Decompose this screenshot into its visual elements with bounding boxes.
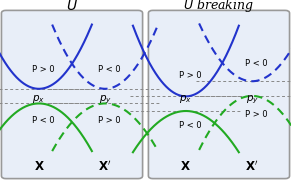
Text: $U$ breaking: $U$ breaking (183, 0, 255, 14)
Text: P < 0: P < 0 (32, 116, 54, 125)
Text: P < 0: P < 0 (179, 121, 201, 130)
Text: P < 0: P < 0 (245, 59, 267, 68)
Text: P > 0: P > 0 (179, 71, 201, 80)
Text: $\mathbf{X}$: $\mathbf{X}$ (180, 160, 191, 173)
Text: $\mathbf{X'}$: $\mathbf{X'}$ (245, 160, 259, 174)
Text: $p_y$: $p_y$ (99, 93, 112, 106)
Text: P > 0: P > 0 (32, 65, 54, 74)
Text: $p_x$: $p_x$ (179, 93, 192, 105)
Text: $p_x$: $p_x$ (32, 93, 45, 105)
Text: $p_y$: $p_y$ (246, 93, 259, 106)
Text: P < 0: P < 0 (98, 65, 120, 74)
Text: $U$: $U$ (66, 0, 78, 13)
FancyBboxPatch shape (1, 10, 143, 179)
Text: P > 0: P > 0 (245, 110, 267, 119)
Text: $\mathbf{X'}$: $\mathbf{X'}$ (98, 160, 112, 174)
FancyBboxPatch shape (148, 10, 290, 179)
Text: $\mathbf{X}$: $\mathbf{X}$ (33, 160, 44, 173)
Text: P > 0: P > 0 (98, 116, 120, 125)
